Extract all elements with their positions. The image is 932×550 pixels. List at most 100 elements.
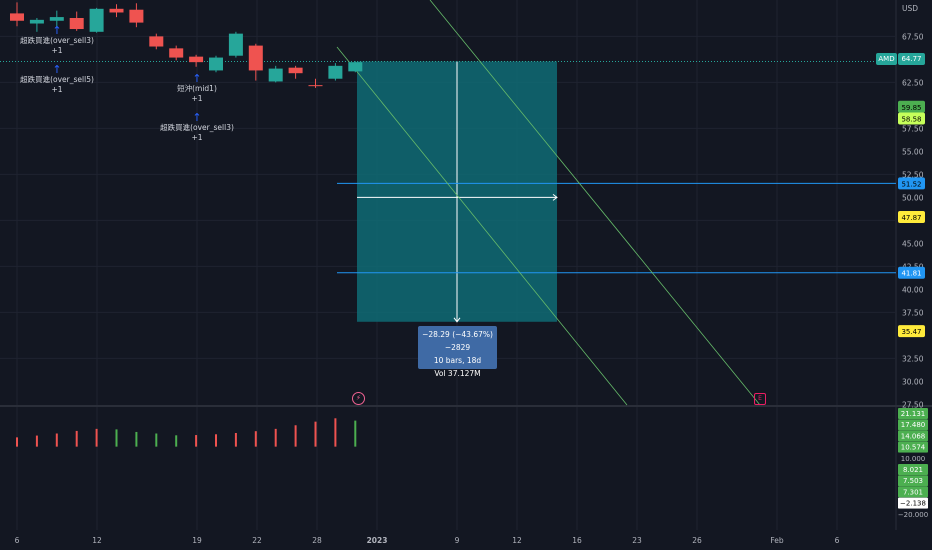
measure-volume: Vol 37.127M <box>434 369 481 378</box>
candle-body <box>248 45 263 71</box>
time-tick-label: 28 <box>312 536 322 545</box>
hist-label-bg <box>898 452 928 464</box>
hist-tick-label: −20.000 <box>898 511 928 519</box>
up-arrow-icon: ↑ <box>192 72 202 85</box>
time-tick-label: 6 <box>835 536 840 545</box>
time-tick-label: 26 <box>692 536 702 545</box>
price-tick-label: 27.50 <box>902 400 924 409</box>
time-tick-label: 19 <box>192 536 202 545</box>
price-tick-label: 50.00 <box>902 193 924 202</box>
up-arrow-icon: ↑ <box>52 63 62 76</box>
hist-label-bg <box>898 408 928 419</box>
level-label-bg <box>898 177 925 190</box>
hist-label-bg <box>898 430 928 442</box>
level-label: 59.85 <box>901 104 921 112</box>
candle-body <box>149 36 164 47</box>
annotation-count: +1 <box>51 46 63 55</box>
annotation-count: +1 <box>51 85 63 94</box>
hist-tick-label: 21.131 <box>901 410 926 418</box>
annotation-label: 超跌買進(over_sell3) <box>20 36 94 45</box>
price-tick-label: 32.50 <box>902 354 924 363</box>
time-tick-label: 22 <box>252 536 262 545</box>
time-tick-label: Feb <box>770 536 784 545</box>
time-tick-label: 12 <box>92 536 102 545</box>
trend-line <box>429 0 761 406</box>
price-tick-label: 40.00 <box>902 285 924 294</box>
price-tick-label: 55.00 <box>902 147 924 156</box>
currency-label: USD <box>902 4 918 13</box>
trend-line <box>336 46 628 406</box>
level-label-bg <box>898 266 925 279</box>
signal-annotation: ↑ 短沖(mid1) +1 <box>177 73 217 104</box>
hist-label-bg <box>898 508 928 520</box>
hist-tick-label: −2.138 <box>900 500 926 508</box>
candle-body <box>268 68 283 82</box>
hist-label-bg <box>898 464 928 475</box>
candle-body <box>89 8 104 32</box>
level-label-bg <box>898 325 925 338</box>
price-tick-label: 62.50 <box>902 78 924 87</box>
up-arrow-icon: ↑ <box>52 24 62 37</box>
hist-tick-label: 17.480 <box>901 421 926 429</box>
signal-annotation: ↑ 超跌買進(over_sell3) +1 <box>160 112 234 143</box>
candles <box>10 2 363 88</box>
candle-body <box>49 17 64 21</box>
candle-body <box>328 65 343 79</box>
hist-label-bg <box>898 497 928 509</box>
measure-change: −28.29 (−43.67%) −2829 <box>422 330 493 352</box>
flash-icon[interactable]: ⚡ <box>352 392 365 405</box>
time-axis: 6 12 19 22 28 2023 9 12 16 23 26 Feb 6 <box>15 536 840 545</box>
time-tick-label: 23 <box>632 536 642 545</box>
volume-histogram <box>16 418 357 447</box>
level-label-bg <box>898 100 925 113</box>
hist-label-bg <box>898 419 928 431</box>
price-tick-label: 52.50 <box>902 170 924 179</box>
arrow-head <box>552 194 558 201</box>
arrow-head <box>453 317 461 323</box>
time-tick-label: 9 <box>455 536 460 545</box>
candle-body <box>308 85 323 87</box>
price-tick-label: 30.00 <box>902 377 924 386</box>
level-label: 41.81 <box>901 270 921 278</box>
earnings-icon[interactable]: E <box>754 393 766 405</box>
candle-body <box>109 8 124 13</box>
time-tick-label: 6 <box>15 536 20 545</box>
up-arrow-icon: ↑ <box>192 111 202 124</box>
annotation-label: 超跌買進(over_sell5) <box>20 75 94 84</box>
level-label: 58.58 <box>901 115 921 123</box>
hist-label-bg <box>898 441 928 453</box>
hist-tick-label: 8.021 <box>903 466 923 474</box>
candle-body <box>209 57 223 71</box>
price-tick-label: 67.50 <box>902 32 924 41</box>
hist-tick-label: 10.000 <box>901 455 926 463</box>
candle-body <box>69 18 84 30</box>
candle-body <box>189 56 204 63</box>
annotation-label: 短沖(mid1) <box>177 84 217 93</box>
time-tick-label: 2023 <box>367 536 388 545</box>
annotation-count: +1 <box>191 133 203 142</box>
symbol-tag: AMD <box>876 53 897 65</box>
measure-tooltip: −28.29 (−43.67%) −2829 10 bars, 18d Vol … <box>418 326 497 378</box>
hist-tick-label: 10.574 <box>901 444 926 452</box>
level-label: 51.52 <box>901 180 921 188</box>
hist-tick-label: 7.301 <box>903 488 923 496</box>
time-tick-label: 12 <box>512 536 522 545</box>
annotation-label: 超跌買進(over_sell3) <box>160 123 234 132</box>
hist-label-bg <box>898 475 928 487</box>
annotation-count: +1 <box>191 94 203 103</box>
hist-tick-label: 7.503 <box>903 477 923 485</box>
level-label-bg <box>898 210 925 223</box>
candle-body <box>288 67 303 74</box>
candle-body <box>29 19 44 24</box>
price-axis: 67.5062.5057.5055.0052.5050.0045.0042.50… <box>898 4 928 520</box>
level-label: 35.47 <box>901 328 921 336</box>
measure-bars: 10 bars, 18d <box>433 356 482 365</box>
last-price-label: 64.77 <box>898 53 925 65</box>
signal-annotation: ↑ 超跌買進(over_sell5) +1 <box>20 64 94 95</box>
candle-body <box>348 62 363 72</box>
price-tick-label: 45.00 <box>902 239 924 248</box>
drawings <box>0 0 896 406</box>
level-label: 47.87 <box>901 214 921 222</box>
price-tick-label: 37.50 <box>902 308 924 317</box>
